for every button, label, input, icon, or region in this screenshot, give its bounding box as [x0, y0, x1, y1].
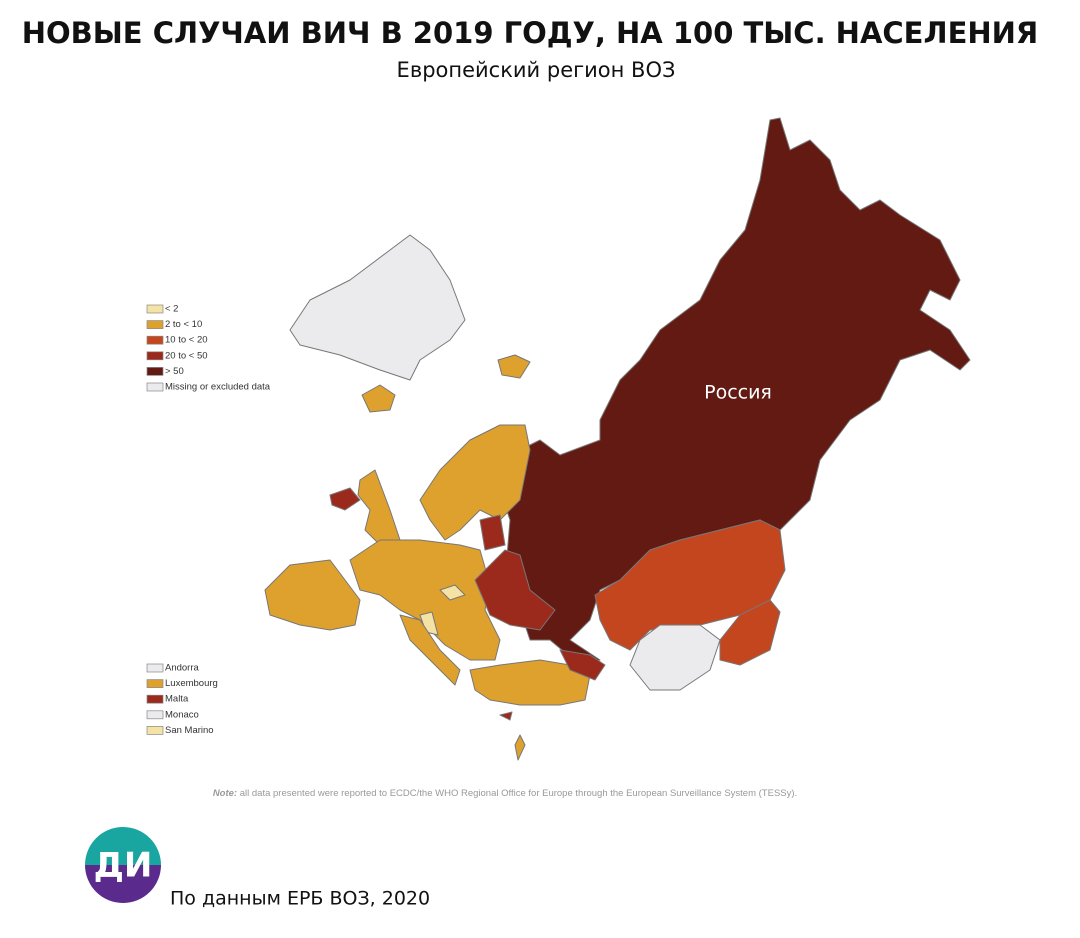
small-states-legend: Andorra Luxembourg Malta Monaco San Marino — [146, 663, 218, 736]
legend-label: 10 to < 20 — [165, 335, 208, 346]
baltics — [479, 514, 506, 551]
ukraine-belarus — [474, 549, 556, 631]
small-state-swatch — [146, 663, 164, 673]
small-state-swatch — [146, 694, 164, 704]
note-label: Note: — [213, 788, 237, 799]
legend-swatch — [146, 367, 164, 376]
source: По данным ЕРБ ВОЗ, 2020 — [170, 888, 430, 910]
legend-swatch — [146, 304, 164, 314]
legend-swatch — [146, 335, 164, 345]
central-europe — [349, 539, 501, 661]
legend-label: > 50 — [165, 366, 184, 377]
legend-swatch — [146, 320, 164, 329]
slovakia — [439, 584, 466, 601]
note: Note: all data presented were reported t… — [213, 788, 797, 799]
iceland — [361, 384, 396, 413]
small-state-swatch — [146, 679, 164, 688]
legend-label: Missing or excluded data — [165, 382, 271, 393]
small-state-label: Andorra — [165, 663, 200, 674]
greenland — [289, 234, 466, 381]
title: НОВЫЕ СЛУЧАИ ВИЧ В 2019 ГОДУ, НА 100 ТЫС… — [22, 16, 1039, 50]
small-state-label: Monaco — [165, 709, 199, 720]
legend-label: < 2 — [165, 304, 178, 315]
turkey — [469, 659, 591, 706]
small-state-swatch — [146, 710, 164, 720]
central-asia — [629, 624, 721, 691]
western-europe — [264, 559, 361, 631]
small-state-swatch — [146, 726, 164, 735]
logo — [85, 827, 161, 903]
small-state-label: Luxembourg — [165, 678, 218, 689]
united-kingdom — [357, 469, 401, 546]
israel — [514, 734, 526, 761]
legend-swatch — [146, 382, 164, 392]
ireland — [329, 487, 361, 511]
legend: < 2 2 to < 10 10 to < 20 20 to < 50 > 50 Miss… — [146, 304, 271, 393]
legend-label: 2 to < 10 — [165, 319, 202, 330]
logo-text: ДИ — [94, 846, 153, 886]
small-state-label: San Marino — [165, 725, 214, 736]
note-text: all data presented were reported to ECDC… — [240, 788, 797, 799]
scandinavia — [419, 424, 531, 541]
legend-swatch — [146, 351, 164, 361]
legend-label: 20 to < 50 — [165, 350, 208, 361]
caucasus — [559, 649, 606, 681]
cyprus — [499, 711, 513, 721]
svalbard — [497, 354, 531, 379]
region-label: Россия — [704, 382, 772, 404]
map: Россия — [264, 117, 971, 761]
italy — [399, 614, 461, 686]
kyrgyzstan — [719, 599, 781, 666]
subtitle: Европейский регион ВОЗ — [397, 58, 676, 82]
small-state-label: Malta — [165, 694, 189, 705]
kazakhstan — [594, 519, 786, 651]
